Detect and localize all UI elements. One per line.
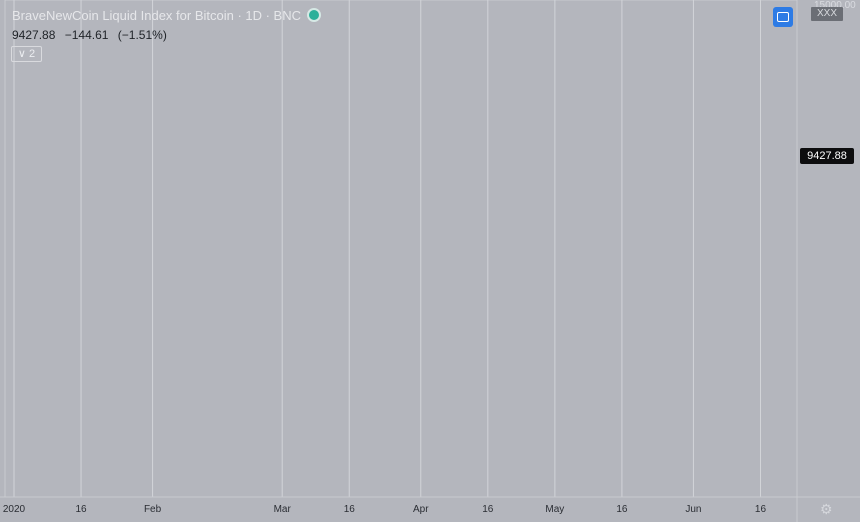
gear-icon[interactable]: ⚙ bbox=[820, 501, 833, 517]
plot-area bbox=[4, 0, 798, 498]
x-tick-label: 16 bbox=[482, 504, 494, 515]
x-tick-label: Jun bbox=[685, 504, 701, 515]
fullscreen-icon bbox=[777, 12, 789, 22]
change-percent-value: (−1.51%) bbox=[117, 28, 167, 42]
indicator-count: 2 bbox=[29, 48, 36, 60]
top-axis-label: 15000.00 bbox=[814, 0, 856, 11]
x-tick-label: 2020 bbox=[3, 504, 26, 515]
price-readout: 9427.88 −144.61 (−1.51%) bbox=[12, 28, 173, 42]
indicator-collapse-button[interactable]: ∨ 2 bbox=[11, 46, 42, 62]
last-price-value: 9427.88 bbox=[12, 28, 56, 42]
x-tick-label: Mar bbox=[274, 504, 292, 515]
current-price-badge: 9427.88 bbox=[800, 148, 854, 164]
chart-title-text: BraveNewCoin Liquid Index for Bitcoin · … bbox=[12, 8, 302, 23]
x-tick-label: May bbox=[545, 504, 564, 515]
market-status-icon bbox=[307, 8, 322, 22]
x-tick-label: Feb bbox=[144, 504, 162, 515]
currency-badge[interactable]: XXX bbox=[811, 7, 843, 21]
chart-title: BraveNewCoin Liquid Index for Bitcoin · … bbox=[12, 8, 322, 23]
x-tick-label: 16 bbox=[344, 504, 356, 515]
fullscreen-button[interactable] bbox=[773, 7, 793, 27]
change-value: −144.61 bbox=[64, 28, 109, 42]
chevron-down-icon: ∨ bbox=[17, 48, 26, 60]
x-tick-label: Apr bbox=[413, 504, 429, 515]
x-tick-label: 16 bbox=[616, 504, 628, 515]
x-tick-label: 16 bbox=[75, 504, 87, 515]
x-tick-label: 16 bbox=[755, 504, 767, 515]
